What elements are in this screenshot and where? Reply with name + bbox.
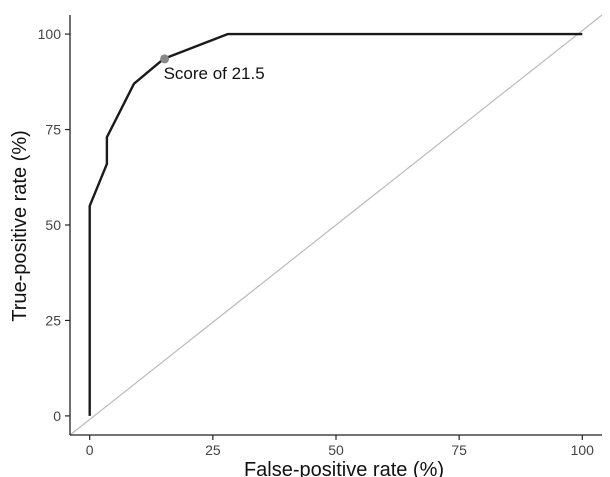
x-tick-label: 25 [205, 442, 221, 458]
x-tick-label: 100 [571, 442, 595, 458]
reference-line-layer [69, 14, 603, 436]
highlight-point-marker [160, 54, 170, 64]
y-tick-label: 25 [45, 312, 61, 328]
x-axis-label: False-positive rate (%) [244, 459, 444, 477]
x-tick-label: 75 [451, 442, 467, 458]
annotation-layer: Score of 21.5 [160, 54, 265, 83]
y-tick-label: 0 [53, 408, 61, 424]
y-tick-label: 100 [38, 26, 62, 42]
highlight-point-label: Score of 21.5 [164, 64, 265, 83]
series-layer [88, 32, 583, 416]
x-tick-label: 0 [86, 442, 94, 458]
y-tick-label: 50 [45, 217, 61, 233]
x-tick-label: 50 [328, 442, 344, 458]
reference-diagonal-line [69, 14, 603, 436]
axes-layer: 0 25 50 75 100 0 25 50 75 100 [38, 15, 602, 458]
y-axis-label: True-positive rate (%) [9, 130, 31, 322]
roc-curve-line [88, 32, 583, 416]
y-tick-label: 75 [45, 122, 61, 138]
